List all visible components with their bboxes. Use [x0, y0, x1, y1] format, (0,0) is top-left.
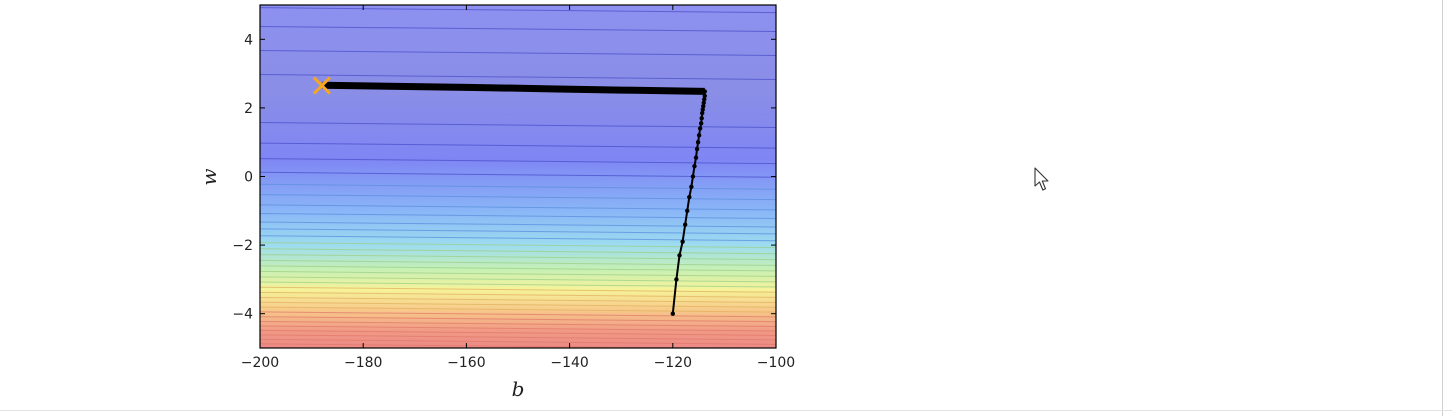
path-point [698, 121, 704, 126]
path-point [619, 87, 624, 93]
path-point [694, 146, 700, 152]
contour-line [260, 281, 776, 288]
path-point [689, 184, 694, 189]
contour-line [260, 286, 776, 293]
y-tick-label: 2 [244, 101, 253, 117]
contour-line [260, 221, 776, 228]
path-point [687, 194, 692, 200]
y-axis-label: w [197, 168, 221, 185]
path-point [674, 277, 679, 282]
x-tick-label: −140 [550, 355, 588, 371]
contour-line [260, 142, 776, 149]
optimum-marker [312, 76, 331, 95]
contour-line [260, 122, 776, 129]
path-point [701, 103, 706, 109]
path-point [702, 93, 707, 99]
path-point [541, 86, 546, 91]
path-point [692, 164, 697, 169]
contour-line [260, 26, 776, 33]
path-point [696, 133, 702, 138]
path-point [699, 115, 704, 121]
path-point [677, 253, 682, 258]
contour-line [260, 296, 776, 303]
contour-line [260, 254, 776, 261]
path-point [697, 126, 703, 131]
contour-line [260, 50, 776, 57]
path-point [670, 311, 675, 316]
x-tick-label: −180 [344, 355, 382, 371]
path-point [700, 107, 705, 112]
contour-line [260, 228, 776, 235]
contour-line [260, 242, 776, 249]
y-tick-label: −4 [232, 307, 253, 323]
contour-line [260, 204, 776, 211]
x-tick-label: −100 [757, 355, 795, 371]
path-point [464, 85, 469, 90]
contour-line [260, 316, 776, 323]
path-point [702, 89, 707, 94]
contour-line [260, 7, 776, 14]
contour-line [260, 291, 776, 298]
window-edge [1442, 0, 1443, 416]
path-point [701, 100, 706, 105]
contour-line [260, 334, 776, 341]
path-point [685, 208, 690, 213]
contour-line [260, 306, 776, 313]
path-point [682, 222, 688, 227]
path-point [690, 174, 696, 179]
x-tick-label: −120 [654, 355, 692, 371]
contour-line [260, 248, 776, 255]
contour-line [260, 320, 776, 327]
y-tick-label: 4 [244, 32, 253, 48]
contour-line [260, 329, 776, 336]
contour-line [260, 74, 776, 81]
contour-line [260, 325, 776, 332]
contour-line [260, 235, 776, 242]
contour-line [260, 301, 776, 308]
path-point [700, 110, 705, 116]
axis-ticks: −200 −180 −160 −140 −120 −100 −4 −2 0 2 4 [232, 5, 795, 371]
path-point [386, 84, 392, 89]
x-tick-label: −160 [447, 355, 485, 371]
contour-line [260, 338, 776, 345]
x-axis-label: b [512, 377, 525, 401]
marker-stroke [312, 76, 331, 95]
contour-line [260, 311, 776, 318]
path-point [680, 239, 685, 244]
path-segment-horizontal [322, 81, 705, 95]
contour-line [260, 270, 776, 277]
y-tick-label: 0 [244, 170, 253, 186]
y-tick-label: −2 [232, 238, 253, 254]
contour-line [260, 212, 776, 219]
contour-line [260, 276, 776, 283]
mouse-cursor-icon [1034, 167, 1049, 191]
contour-line [260, 171, 776, 178]
window-edge-bottom [0, 410, 1452, 411]
contour-line [260, 259, 776, 266]
descent-path [320, 81, 707, 316]
contour-line [260, 265, 776, 272]
path-point [695, 140, 701, 145]
path-point [702, 97, 707, 102]
x-tick-label: −200 [241, 355, 279, 371]
contour-line [260, 158, 776, 165]
path-point [693, 155, 699, 160]
